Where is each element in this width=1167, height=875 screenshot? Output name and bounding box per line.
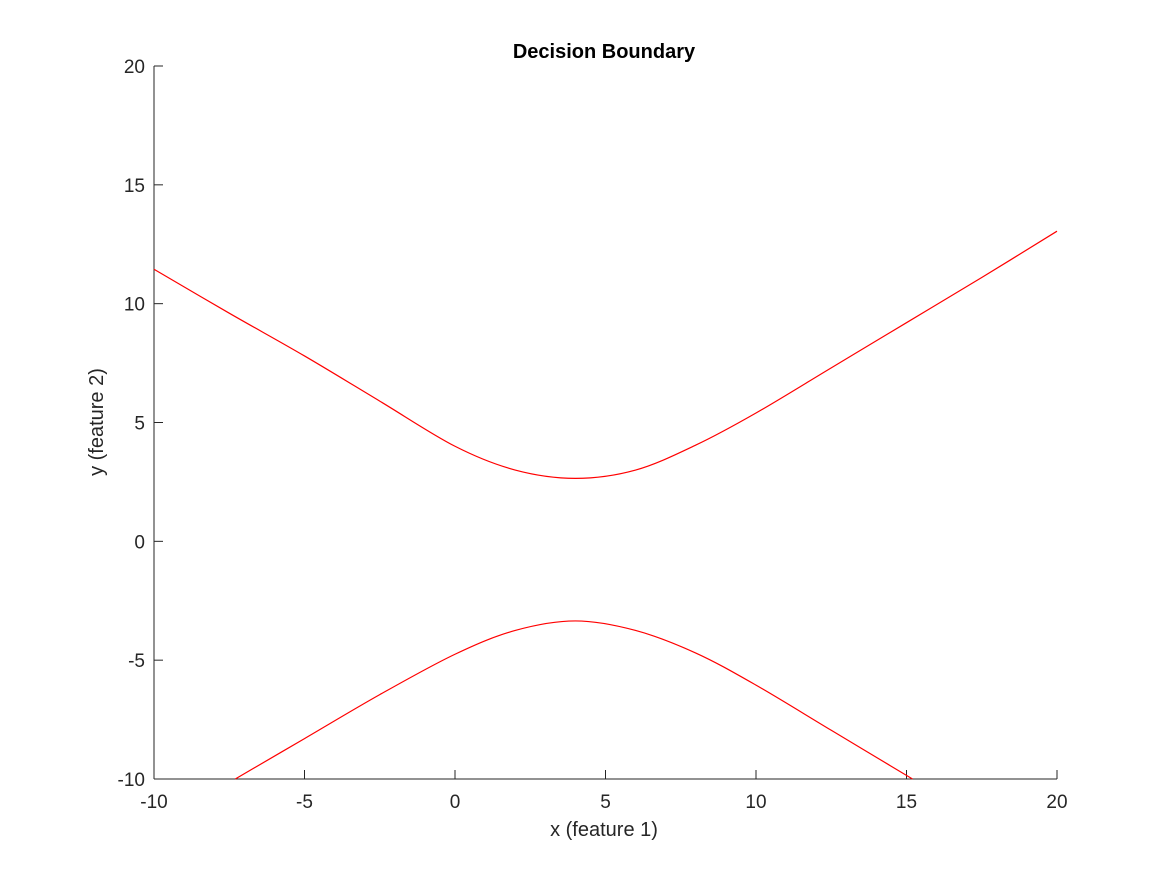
upper-boundary-curve <box>153 230 1058 479</box>
lower-boundary-curve <box>234 620 913 780</box>
x-tick-label: 0 <box>450 792 461 813</box>
y-tick-label: -10 <box>118 770 145 791</box>
x-tick-label: -5 <box>296 792 313 813</box>
y-axis-label: y (feature 2) <box>86 368 108 476</box>
series-lines <box>153 230 1058 780</box>
y-tick-label: -5 <box>128 651 145 672</box>
x-tick-label: 15 <box>896 792 917 813</box>
x-tick-label: 5 <box>600 792 611 813</box>
y-tick-label: 5 <box>134 414 145 435</box>
x-tick-label: -10 <box>140 792 167 813</box>
y-tick-label: 0 <box>134 532 145 553</box>
y-tick-label: 20 <box>124 57 145 78</box>
x-axis-label: x (feature 1) <box>550 819 658 841</box>
chart-title: Decision Boundary <box>513 41 696 63</box>
x-tick-label: 10 <box>745 792 766 813</box>
x-tick-label: 20 <box>1046 792 1067 813</box>
y-tick-label: 10 <box>124 295 145 316</box>
y-tick-label: 15 <box>124 176 145 197</box>
axes <box>153 66 1057 780</box>
ticks: -10 -5 0 5 10 15 20 -10 -5 0 5 10 15 20 <box>118 57 1068 813</box>
